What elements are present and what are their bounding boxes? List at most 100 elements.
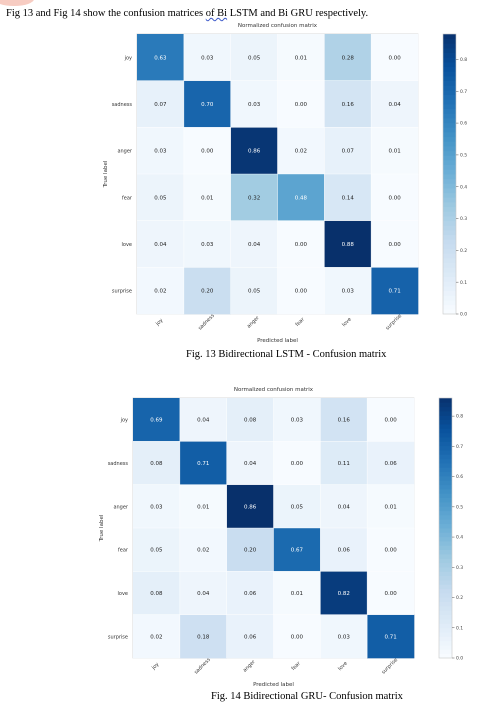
intro-text-after: LSTM and Bi GRU respectively. — [227, 8, 369, 19]
cell-value-label: 0.06 — [384, 461, 397, 467]
heatmap-cell — [133, 528, 181, 572]
heatmap-cell — [226, 528, 274, 572]
heatmap-cell — [371, 267, 419, 315]
heatmap-cell — [137, 267, 185, 315]
colorbar-segment — [443, 141, 456, 147]
colorbar-segment — [439, 584, 452, 590]
highlight-blob — [0, 0, 34, 6]
cell-value-label: 0.04 — [338, 504, 351, 510]
colorbar-segment — [443, 150, 456, 156]
cell-value-label: 0.08 — [244, 418, 257, 424]
heatmap-cell — [367, 571, 415, 615]
colorbar-segment — [443, 48, 456, 54]
cell-value-label: 0.01 — [295, 55, 307, 61]
colorbar-segment — [439, 532, 452, 538]
heatmap-cell — [277, 80, 325, 128]
heatmap-cell — [320, 398, 368, 442]
colorbar-segment — [439, 484, 452, 490]
heatmap-cell — [273, 484, 321, 529]
cell-value-label: 0.00 — [295, 242, 308, 248]
heatmap-cell — [226, 484, 274, 529]
heatmap-cell — [367, 484, 415, 529]
colorbar-segment — [439, 632, 452, 637]
colorbar-segment — [443, 258, 456, 264]
heatmap-cell — [183, 127, 231, 175]
y-tick-label: joy — [124, 55, 132, 61]
colorbar-segment — [443, 94, 456, 100]
y-tick-label: sadness — [108, 461, 129, 467]
colorbar-segment — [443, 309, 456, 315]
cell-value-label: 0.00 — [295, 102, 308, 108]
colorbar-tick-label: 0.4 — [460, 184, 467, 190]
cell-value-label: 0.82 — [338, 591, 350, 597]
cell-value-label: 0.16 — [338, 418, 351, 424]
heatmap-cell — [230, 127, 278, 175]
colorbar-segment — [439, 636, 452, 642]
colorbar-segment — [439, 588, 452, 594]
colorbar-tick-label: 0.7 — [456, 444, 463, 450]
cell-value-label: 0.01 — [201, 195, 213, 201]
colorbar-segment — [443, 206, 456, 212]
heatmap-cell — [324, 80, 372, 128]
heatmap-cell — [230, 80, 278, 128]
colorbar-segment — [439, 541, 452, 546]
colorbar-segment — [439, 432, 452, 438]
cell-value-label: 0.20 — [244, 548, 257, 554]
colorbar-segment — [439, 523, 452, 529]
cell-value-label: 0.04 — [197, 591, 210, 597]
colorbar-segment — [439, 463, 452, 468]
colorbar-segment — [439, 467, 452, 473]
colorbar-segment — [439, 510, 452, 516]
colorbar-segment — [439, 571, 452, 577]
colorbar-segment — [443, 62, 456, 68]
heatmap-cell — [179, 441, 227, 485]
colorbar-segment — [443, 57, 456, 63]
cell-value-label: 0.04 — [197, 418, 210, 424]
colorbar-frame — [438, 397, 453, 659]
heatmap-cell — [320, 484, 368, 529]
heatmap-cell — [230, 34, 278, 81]
cell-value-label: 0.69 — [150, 418, 163, 424]
y-tick-label: surprise — [112, 289, 132, 295]
colorbar-segment — [443, 38, 456, 44]
colorbar-segment — [439, 528, 452, 533]
colorbar-segment — [443, 127, 456, 133]
colorbar-segment — [443, 216, 456, 222]
chart-title: Normalized confusion matrix — [238, 23, 318, 29]
heatmap-cell — [226, 614, 274, 659]
x-axis-label: Predicted label — [257, 338, 298, 344]
colorbar-segment — [439, 419, 452, 425]
cell-value-label: 0.32 — [248, 195, 260, 201]
cell-value-label: 0.08 — [150, 461, 163, 467]
colorbar-segment — [439, 471, 452, 477]
cell-value-label: 0.08 — [150, 591, 163, 597]
heatmap-cell — [273, 398, 321, 442]
heatmap-cell — [273, 528, 321, 572]
colorbar-segment — [439, 536, 452, 542]
figure-caption-14: Fig. 14 Bidirectional GRU- Confusion mat… — [211, 691, 403, 702]
cell-value-label: 0.00 — [384, 591, 397, 597]
colorbar-segment — [439, 558, 452, 564]
cell-value-label: 0.28 — [342, 55, 355, 61]
colorbar-segment — [439, 493, 452, 499]
colorbar-segment — [443, 192, 456, 198]
y-tick-label: anger — [113, 504, 128, 510]
heatmap-cell — [277, 220, 325, 268]
cell-value-label: 0.05 — [248, 55, 261, 61]
colorbar-segment — [443, 286, 456, 292]
colorbar-segment — [443, 290, 456, 296]
heatmap-cell — [371, 220, 419, 268]
colorbar-segment — [443, 66, 456, 72]
cell-value-label: 0.02 — [197, 548, 209, 554]
heatmap-cell — [226, 398, 274, 442]
heatmap-cell — [367, 614, 415, 659]
cell-value-label: 0.00 — [384, 418, 397, 424]
colorbar-segment — [439, 411, 452, 416]
intro-text-before: Fig 13 and Fig 14 show the confusion mat… — [6, 8, 206, 19]
colorbar-segment — [439, 406, 452, 412]
colorbar-segment — [439, 640, 452, 646]
cell-value-label: 0.67 — [291, 548, 304, 554]
x-tick-label: sadness — [193, 657, 212, 676]
cell-value-label: 0.00 — [388, 55, 401, 61]
heatmap-cell — [179, 571, 227, 615]
